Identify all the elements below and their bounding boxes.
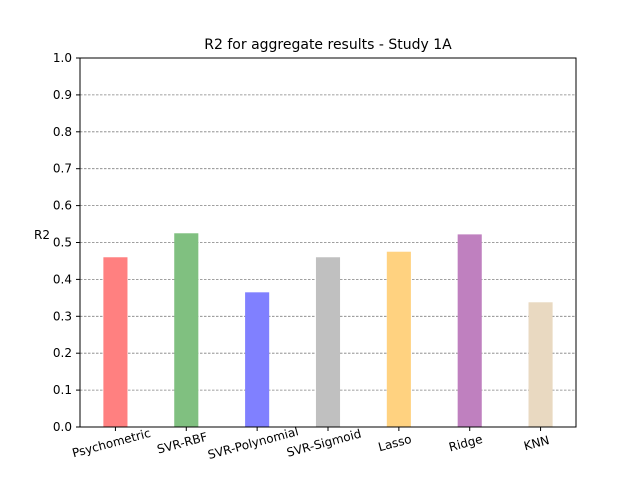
y-axis-label: R2 xyxy=(34,228,50,242)
x-tick-label: Ridge xyxy=(447,432,484,454)
y-tick-label: 0.3 xyxy=(53,309,72,323)
bar-svr-rbf xyxy=(174,233,199,427)
bar-svr-polynomial xyxy=(245,292,270,427)
y-tick-label: 0.1 xyxy=(53,383,72,397)
y-tick-label: 0.4 xyxy=(53,272,72,286)
axes xyxy=(76,57,577,431)
y-tick-labels: 0.0 0.1 0.2 0.3 0.4 0.5 0.6 0.7 0.8 0.9 1.0 xyxy=(53,51,72,434)
chart-title: R2 for aggregate results - Study 1A xyxy=(204,37,452,53)
bar-ridge xyxy=(457,234,482,427)
y-tick-label: 0.7 xyxy=(53,162,72,176)
y-tick-label: 0.6 xyxy=(53,199,72,213)
x-tick-label: Lasso xyxy=(377,432,413,454)
bar-svr-sigmoid xyxy=(315,257,341,427)
y-tick-label: 0.2 xyxy=(53,346,72,360)
y-tick-label: 0.8 xyxy=(53,125,72,139)
y-tick-label: 1.0 xyxy=(53,51,72,65)
plot-frame xyxy=(79,57,577,428)
bar-lasso xyxy=(386,251,411,427)
bar-psychometric xyxy=(103,257,128,427)
x-tick-label: KNN xyxy=(522,433,551,453)
bars xyxy=(103,233,553,427)
x-tick-label: SVR-Polynomial xyxy=(206,424,300,462)
x-tick-labels: Psychometric SVR-RBFSVR-PolynomialSVR-Sig… xyxy=(71,424,551,462)
y-tick-label: 0.0 xyxy=(53,420,72,434)
y-tick-label: 0.9 xyxy=(53,88,72,102)
bar-knn xyxy=(528,302,553,427)
x-tick-label: Psychometric xyxy=(71,426,152,460)
x-tick-label: SVR-RBF xyxy=(156,430,209,457)
y-tick-label: 0.5 xyxy=(53,236,72,250)
